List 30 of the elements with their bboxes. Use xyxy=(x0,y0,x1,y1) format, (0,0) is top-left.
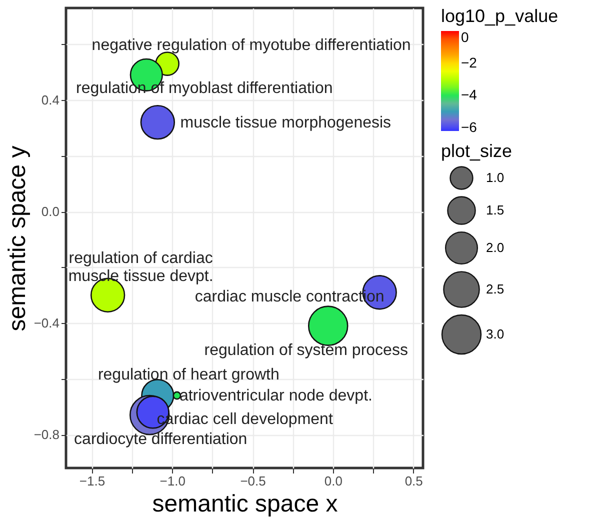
x-tick-label: −1.5 xyxy=(79,474,106,488)
annotation: regulation of cardiac muscle tissue devpt. xyxy=(68,250,214,286)
color-bar-label: −2 xyxy=(461,54,478,70)
y-tick-label: −0.8 xyxy=(34,427,60,442)
annotation: muscle tissue morphogenesis xyxy=(180,114,392,132)
y-tick-label: 0.4 xyxy=(41,92,60,108)
x-tick-label: 0.5 xyxy=(404,474,423,488)
color-bar-title: log10_p_value xyxy=(441,6,558,26)
annotation: cardiocyte differentiation xyxy=(74,431,248,448)
annotation: regulation of system process xyxy=(204,342,408,359)
legend-label: 2.5 xyxy=(486,282,504,296)
annotation: atrioventricular node devpt. xyxy=(179,388,372,405)
legend-label: 1.5 xyxy=(486,202,504,218)
color-bar-label: −6 xyxy=(461,118,478,135)
legend-label: 3.0 xyxy=(486,326,504,342)
x-tick-label: −0.5 xyxy=(240,474,266,488)
legend-title: plot_size xyxy=(441,141,512,161)
color-bar-label: −4 xyxy=(461,86,478,103)
legend-label: 1.0 xyxy=(486,170,504,185)
annotation: regulation of myoblast differentiation xyxy=(76,80,333,97)
y-axis-title: semantic space y xyxy=(4,146,31,332)
x-tick-label: −1.0 xyxy=(160,474,186,488)
y-tick-label: −0.4 xyxy=(34,316,60,331)
x-tick-label: 0.0 xyxy=(324,474,342,488)
legend-label: 2.0 xyxy=(486,240,504,255)
color-bar-label: 0 xyxy=(461,29,469,45)
x-axis-title: semantic space x xyxy=(152,490,338,518)
annotation: negative regulation of myotube differentiation xyxy=(92,36,411,54)
y-tick-label: 0.0 xyxy=(41,204,60,220)
annotation: regulation of heart growth xyxy=(98,366,280,384)
